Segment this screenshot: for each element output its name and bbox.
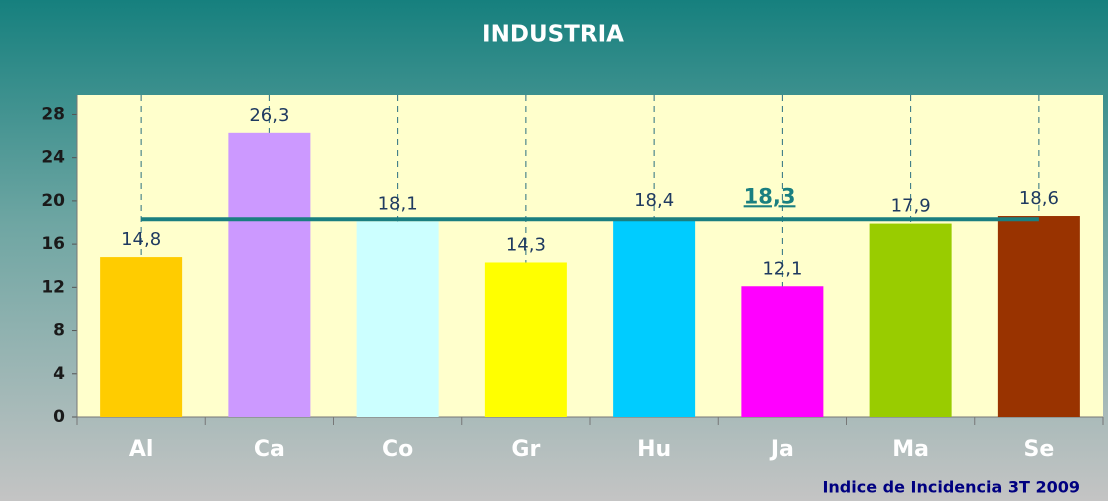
y-tick-label: 24 xyxy=(41,148,65,168)
x-tick-label: Hu xyxy=(637,437,671,462)
x-tick-label: Gr xyxy=(511,437,540,462)
y-tick-label: 16 xyxy=(41,234,65,254)
value-label: 18,1 xyxy=(378,193,418,214)
chart-title: INDUSTRIA xyxy=(482,22,624,48)
y-tick-label: 4 xyxy=(53,364,65,384)
bar xyxy=(228,132,311,417)
value-label: 14,3 xyxy=(506,234,546,255)
y-tick-label: 12 xyxy=(41,277,65,297)
note: Indice de Incidencia 3T 2009 xyxy=(822,478,1080,497)
bar xyxy=(997,216,1080,417)
y-tick-label: 8 xyxy=(53,321,65,341)
x-tick-label: Ja xyxy=(769,437,794,462)
value-label: 12,1 xyxy=(762,258,802,279)
x-tick-label: Se xyxy=(1023,437,1054,462)
x-tick-label: Ca xyxy=(254,437,285,462)
y-tick-label: 28 xyxy=(41,104,65,124)
bar xyxy=(100,257,183,417)
bar xyxy=(613,218,696,417)
value-label: 18,4 xyxy=(634,190,674,211)
y-tick-label: 20 xyxy=(41,191,65,211)
value-label: 17,9 xyxy=(891,196,931,217)
bar xyxy=(484,262,567,417)
average-label: 18,3 xyxy=(744,184,796,208)
value-label: 26,3 xyxy=(249,105,289,126)
x-tick-label: Al xyxy=(129,437,154,462)
bar xyxy=(741,286,824,417)
bar xyxy=(356,221,439,417)
value-label: 14,8 xyxy=(121,229,161,250)
bar xyxy=(869,223,952,417)
value-label: 18,6 xyxy=(1019,188,1059,209)
y-tick-label: 0 xyxy=(53,407,65,427)
x-tick-label: Ma xyxy=(892,437,929,462)
x-tick-label: Co xyxy=(382,437,413,462)
